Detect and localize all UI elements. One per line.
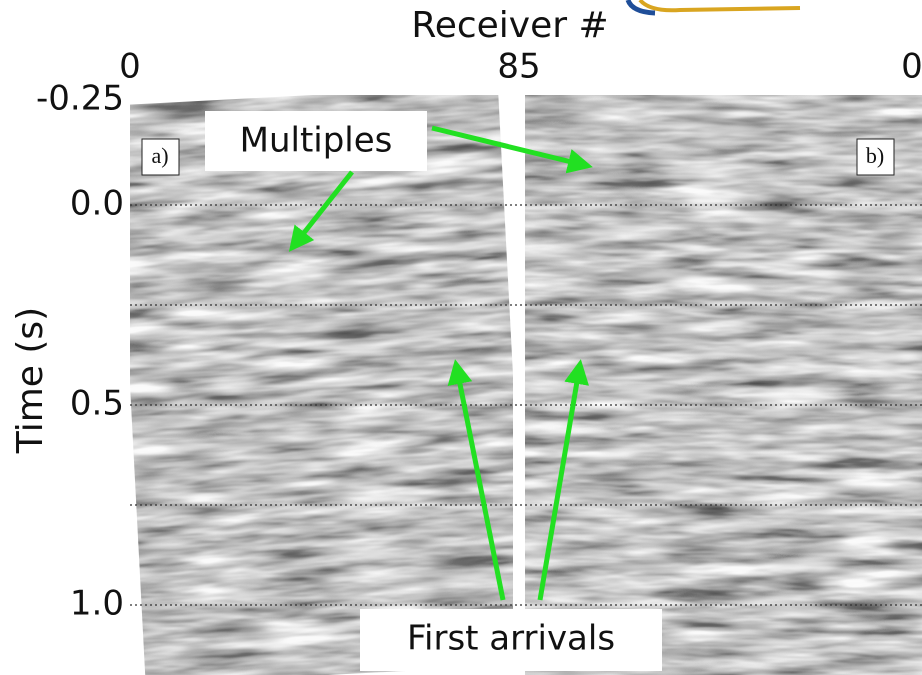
x-axis-label: Receiver # xyxy=(411,5,608,46)
x-tick-label: 0 xyxy=(901,47,922,87)
y-tick-label: -0.25 xyxy=(36,79,124,119)
annotation: First arrivals xyxy=(407,619,615,659)
y-tick-label: 0.5 xyxy=(70,384,124,424)
annotation: Multiples xyxy=(240,121,393,161)
x-tick-label: 85 xyxy=(497,47,540,87)
panel-gap xyxy=(513,95,525,675)
panel-label: a) xyxy=(151,143,168,168)
y-tick-label: 1.0 xyxy=(70,584,124,624)
y-axis-label: Time (s) xyxy=(10,307,51,454)
logo-fragment xyxy=(640,0,800,10)
seismic-panel-b xyxy=(525,95,922,675)
y-tick-label: 0.0 xyxy=(70,184,124,224)
panel-label: b) xyxy=(866,143,884,168)
figure: Receiver # 0850 Time (s) -0.250.00.51.0 … xyxy=(0,0,922,675)
